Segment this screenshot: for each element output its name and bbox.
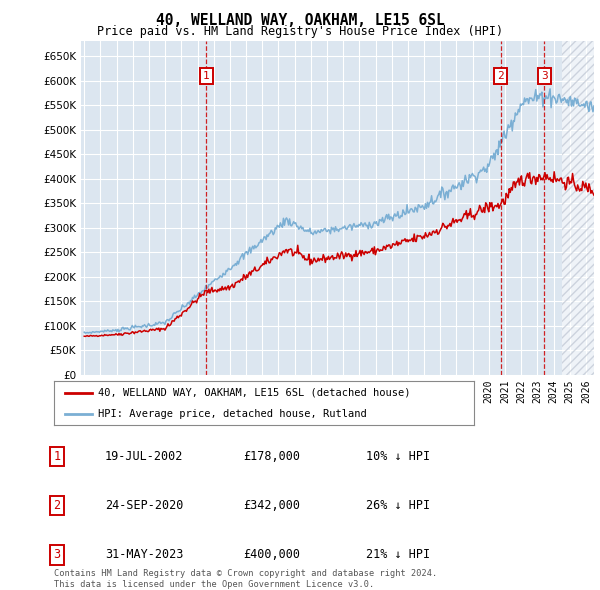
Text: 1: 1 [203, 71, 209, 81]
Text: 19-JUL-2002: 19-JUL-2002 [105, 450, 184, 463]
Text: 1: 1 [53, 450, 61, 463]
Bar [562, 41, 600, 375]
Text: £400,000: £400,000 [243, 548, 300, 561]
Text: £342,000: £342,000 [243, 499, 300, 512]
Text: Price paid vs. HM Land Registry's House Price Index (HPI): Price paid vs. HM Land Registry's House … [97, 25, 503, 38]
Text: 40, WELLAND WAY, OAKHAM, LE15 6SL (detached house): 40, WELLAND WAY, OAKHAM, LE15 6SL (detac… [98, 388, 410, 398]
Text: 2: 2 [497, 71, 504, 81]
Text: HPI: Average price, detached house, Rutland: HPI: Average price, detached house, Rutl… [98, 409, 367, 419]
Text: Contains HM Land Registry data © Crown copyright and database right 2024.
This d: Contains HM Land Registry data © Crown c… [54, 569, 437, 589]
Text: 26% ↓ HPI: 26% ↓ HPI [366, 499, 430, 512]
Text: £178,000: £178,000 [243, 450, 300, 463]
Text: 40, WELLAND WAY, OAKHAM, LE15 6SL: 40, WELLAND WAY, OAKHAM, LE15 6SL [155, 13, 445, 28]
Text: 2: 2 [53, 499, 61, 512]
Text: 3: 3 [541, 71, 548, 81]
Text: 3: 3 [53, 548, 61, 561]
Text: 31-MAY-2023: 31-MAY-2023 [105, 548, 184, 561]
Text: 21% ↓ HPI: 21% ↓ HPI [366, 548, 430, 561]
Text: 24-SEP-2020: 24-SEP-2020 [105, 499, 184, 512]
Text: 10% ↓ HPI: 10% ↓ HPI [366, 450, 430, 463]
